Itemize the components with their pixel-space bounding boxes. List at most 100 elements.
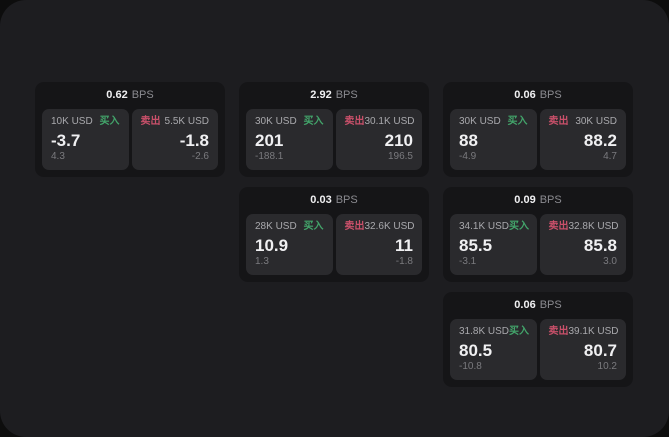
sell-change: -2.6 xyxy=(191,151,209,162)
buy-tile[interactable]: 30K USD 买入 88 -4.9 xyxy=(450,109,537,170)
buy-amount: 31.8K USD xyxy=(459,326,510,337)
sell-price: 210 xyxy=(384,131,413,150)
sell-tile[interactable]: 卖出 32.6K USD 11 -1.8 xyxy=(335,214,422,275)
spread-header: 2.92 BPS xyxy=(246,82,422,109)
quote-card: 0.06 BPS 31.8K USD 买入 80.5 -10.8 卖出 39.1… xyxy=(443,292,633,387)
sell-tile-top: 卖出 5.5K USD xyxy=(141,117,210,127)
sell-price: 85.8 xyxy=(583,236,617,255)
buy-amount: 30K USD xyxy=(459,116,501,127)
buy-change: 4.3 xyxy=(51,151,65,162)
sell-amount: 39.1K USD xyxy=(568,326,619,337)
buy-price: 80.5 xyxy=(459,341,493,360)
buy-amount: 30K USD xyxy=(255,116,297,127)
spread-value: 2.92 xyxy=(310,89,332,101)
sell-tile-top: 卖出 30K USD xyxy=(549,117,618,127)
buy-tile-top: 34.1K USD 买入 xyxy=(459,221,530,232)
sell-price: 80.7 xyxy=(583,341,617,360)
buy-price: -3.7 xyxy=(51,131,81,150)
sell-tile-top: 卖出 39.1K USD xyxy=(548,326,619,337)
spread-header: 0.62 BPS xyxy=(42,82,218,109)
quote-card-body: 10K USD 买入 -3.7 4.3 卖出 5.5K USD -1.8 -2.… xyxy=(42,109,218,170)
buy-change: 1.3 xyxy=(255,256,269,267)
sell-tile[interactable]: 卖出 39.1K USD 80.7 10.2 xyxy=(539,319,626,380)
quote-card-body: 34.1K USD 买入 85.5 -3.1 卖出 32.8K USD 85.8… xyxy=(450,214,626,275)
sell-tile[interactable]: 卖出 30K USD 88.2 4.7 xyxy=(539,109,626,170)
buy-tile[interactable]: 31.8K USD 买入 80.5 -10.8 xyxy=(450,319,537,380)
buy-tile[interactable]: 28K USD 买入 10.9 1.3 xyxy=(246,214,333,275)
spread-unit-label: BPS xyxy=(131,89,154,101)
buy-tile[interactable]: 30K USD 买入 201 -188.1 xyxy=(246,109,333,170)
quote-card: 0.03 BPS 28K USD 买入 10.9 1.3 卖出 32.6K US… xyxy=(239,187,429,282)
sell-amount: 32.8K USD xyxy=(568,221,619,232)
quote-card: 0.09 BPS 34.1K USD 买入 85.5 -3.1 卖出 32.8K… xyxy=(443,187,633,282)
spread-unit-label: BPS xyxy=(539,194,562,206)
spread-header: 0.09 BPS xyxy=(450,187,626,214)
spread-unit-label: BPS xyxy=(539,89,562,101)
buy-button[interactable]: 买入 xyxy=(303,221,324,232)
buy-tile-top: 30K USD 买入 xyxy=(255,117,324,127)
buy-tile-top: 10K USD 买入 xyxy=(51,117,120,127)
buy-amount: 34.1K USD xyxy=(459,221,510,232)
buy-amount: 10K USD xyxy=(51,116,93,127)
spread-unit-label: BPS xyxy=(539,299,562,311)
sell-price: -1.8 xyxy=(179,131,209,150)
quote-card-body: 30K USD 买入 201 -188.1 卖出 30.1K USD 210 1… xyxy=(246,109,422,170)
buy-price: 88 xyxy=(459,131,478,150)
quote-card-body: 28K USD 买入 10.9 1.3 卖出 32.6K USD 11 -1.8 xyxy=(246,214,422,275)
sell-button[interactable]: 卖出 xyxy=(344,116,365,127)
quote-cards-grid: 0.62 BPS 10K USD 买入 -3.7 4.3 卖出 5.5K USD… xyxy=(35,82,633,387)
sell-button[interactable]: 卖出 xyxy=(140,116,161,127)
sell-price: 88.2 xyxy=(583,131,617,150)
buy-button[interactable]: 买入 xyxy=(509,326,530,337)
sell-amount: 5.5K USD xyxy=(164,116,209,127)
buy-price: 201 xyxy=(255,131,284,150)
buy-amount: 28K USD xyxy=(255,221,297,232)
buy-button[interactable]: 买入 xyxy=(509,221,530,232)
buy-button[interactable]: 买入 xyxy=(507,116,528,127)
sell-price: 11 xyxy=(395,236,413,255)
sell-tile-top: 卖出 32.8K USD xyxy=(548,221,619,232)
sell-button[interactable]: 卖出 xyxy=(548,116,569,127)
sell-amount: 32.6K USD xyxy=(364,221,415,232)
quote-card: 2.92 BPS 30K USD 买入 201 -188.1 卖出 30.1K … xyxy=(239,82,429,177)
spread-value: 0.09 xyxy=(514,194,536,206)
sell-tile[interactable]: 卖出 5.5K USD -1.8 -2.6 xyxy=(131,109,218,170)
spread-header: 0.06 BPS xyxy=(450,82,626,109)
sell-tile-top: 卖出 30.1K USD xyxy=(344,116,415,127)
quote-card: 0.62 BPS 10K USD 买入 -3.7 4.3 卖出 5.5K USD… xyxy=(35,82,225,177)
buy-change: -4.9 xyxy=(459,151,477,162)
sell-amount: 30K USD xyxy=(575,116,617,127)
sell-button[interactable]: 卖出 xyxy=(344,221,365,232)
spread-header: 0.03 BPS xyxy=(246,187,422,214)
sell-change: 4.7 xyxy=(603,151,617,162)
sell-button[interactable]: 卖出 xyxy=(548,326,569,337)
spread-value: 0.03 xyxy=(310,194,332,206)
buy-tile-top: 28K USD 买入 xyxy=(255,222,324,232)
buy-price: 10.9 xyxy=(255,236,289,255)
sell-change: 10.2 xyxy=(597,361,617,372)
spread-value: 0.06 xyxy=(514,89,536,101)
spread-unit-label: BPS xyxy=(335,194,358,206)
spread-header: 0.06 BPS xyxy=(450,292,626,319)
buy-tile[interactable]: 10K USD 买入 -3.7 4.3 xyxy=(42,109,129,170)
buy-tile[interactable]: 34.1K USD 买入 85.5 -3.1 xyxy=(450,214,537,275)
sell-amount: 30.1K USD xyxy=(364,116,415,127)
buy-button[interactable]: 买入 xyxy=(99,116,120,127)
buy-tile-top: 30K USD 买入 xyxy=(459,117,528,127)
sell-change: 196.5 xyxy=(387,151,413,162)
buy-change: -188.1 xyxy=(255,151,284,162)
spread-unit-label: BPS xyxy=(335,89,358,101)
sell-tile[interactable]: 卖出 30.1K USD 210 196.5 xyxy=(335,109,422,170)
sell-change: 3.0 xyxy=(603,256,617,267)
buy-price: 85.5 xyxy=(459,236,493,255)
sell-button[interactable]: 卖出 xyxy=(548,221,569,232)
quote-card: 0.06 BPS 30K USD 买入 88 -4.9 卖出 30K USD 8… xyxy=(443,82,633,177)
buy-change: -10.8 xyxy=(459,361,482,372)
buy-button[interactable]: 买入 xyxy=(303,116,324,127)
sell-tile[interactable]: 卖出 32.8K USD 85.8 3.0 xyxy=(539,214,626,275)
buy-change: -3.1 xyxy=(459,256,477,267)
quote-card-body: 30K USD 买入 88 -4.9 卖出 30K USD 88.2 4.7 xyxy=(450,109,626,170)
buy-tile-top: 31.8K USD 买入 xyxy=(459,326,530,337)
sell-tile-top: 卖出 32.6K USD xyxy=(344,221,415,232)
